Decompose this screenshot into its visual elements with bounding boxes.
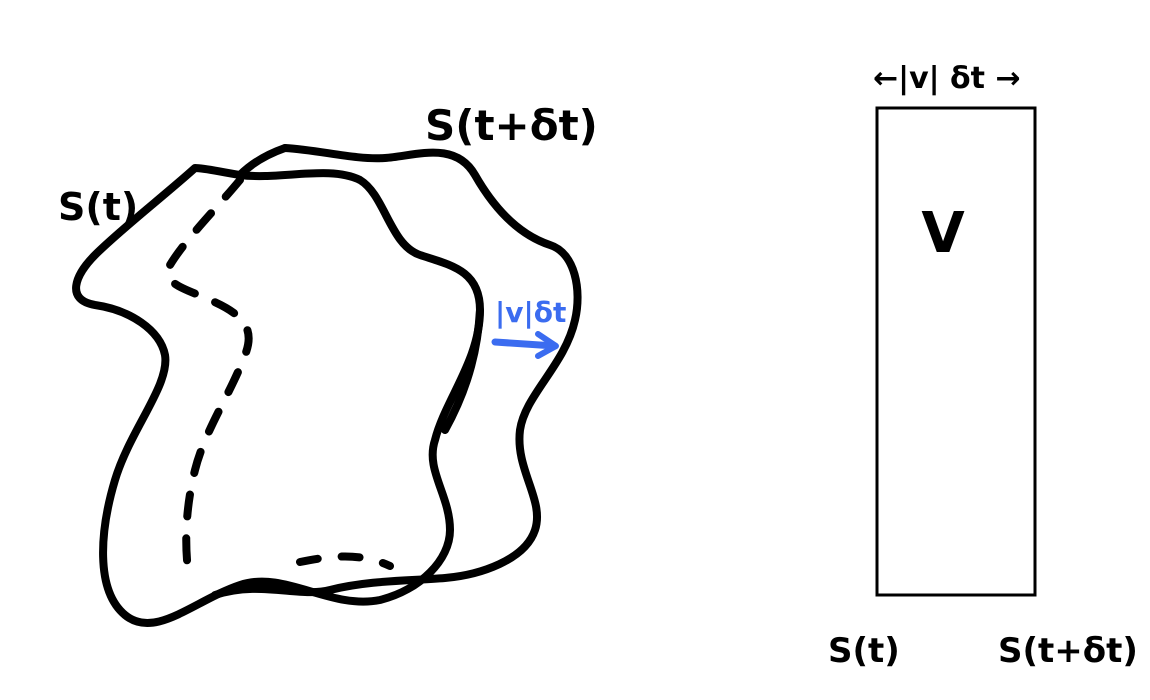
label-volume: V [921, 201, 965, 266]
label-bottom-s-t-dt: S(t+δt) [998, 631, 1138, 671]
volume-rectangle [875, 106, 1037, 597]
surface-s-t-dt-back-edge [296, 552, 394, 570]
surface-s-t-dt-top-connector [236, 144, 289, 179]
surface-figure: S(t) S(t+δt) |v|δt [58, 101, 598, 627]
label-s-t: S(t) [58, 185, 138, 229]
surface-s-t-front [72, 164, 484, 627]
label-displacement: |v|δt [495, 296, 566, 329]
volume-figure: ←|v| δt → V S(t) S(t+δt) [828, 61, 1138, 671]
label-bottom-s-t: S(t) [828, 631, 900, 671]
surface-s-t-dt-front [211, 144, 582, 599]
surface-inner-edge [441, 306, 484, 434]
label-width: ←|v| δt → [873, 61, 1021, 96]
surface-s-t-back-edge [164, 176, 253, 574]
displacement-arrow [491, 331, 559, 359]
label-s-t-dt: S(t+δt) [425, 101, 598, 150]
